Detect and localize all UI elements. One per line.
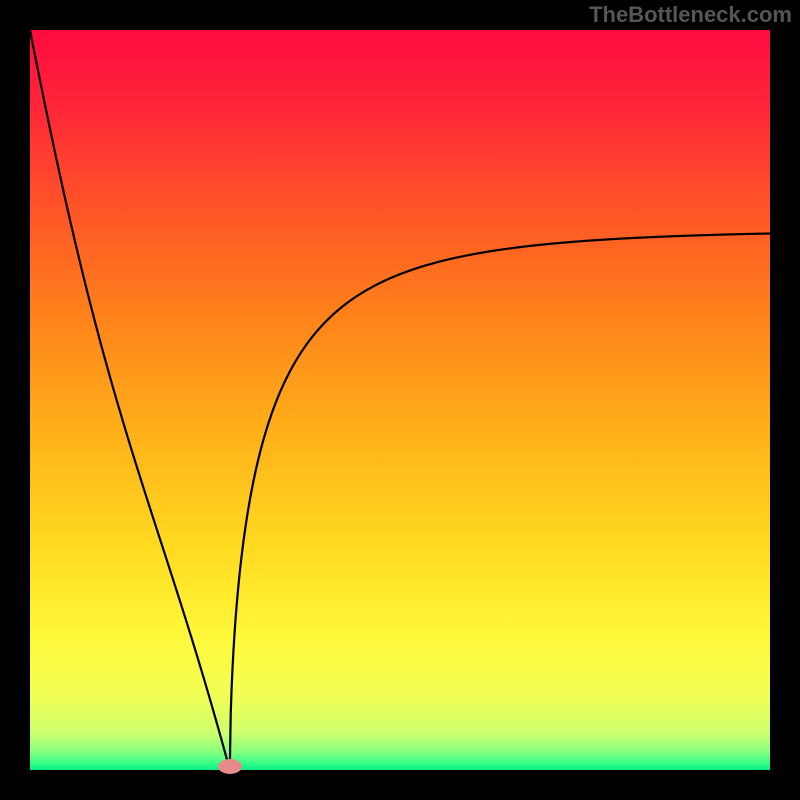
chart-container: TheBottleneck.com xyxy=(0,0,800,800)
watermark-text: TheBottleneck.com xyxy=(589,2,792,28)
bottleneck-curve xyxy=(0,0,800,800)
optimum-marker xyxy=(218,759,242,774)
